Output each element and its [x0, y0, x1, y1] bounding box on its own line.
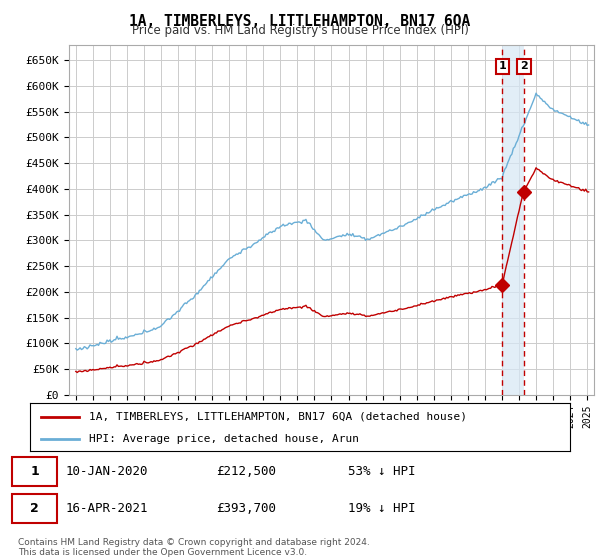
Text: 53% ↓ HPI: 53% ↓ HPI	[348, 465, 415, 478]
FancyBboxPatch shape	[12, 457, 57, 486]
Text: £393,700: £393,700	[216, 502, 276, 515]
Text: 10-JAN-2020: 10-JAN-2020	[66, 465, 149, 478]
Text: Contains HM Land Registry data © Crown copyright and database right 2024.
This d: Contains HM Land Registry data © Crown c…	[18, 538, 370, 557]
Text: 2: 2	[30, 502, 39, 515]
Text: 2: 2	[520, 62, 528, 72]
Text: 1A, TIMBERLEYS, LITTLEHAMPTON, BN17 6QA (detached house): 1A, TIMBERLEYS, LITTLEHAMPTON, BN17 6QA …	[89, 412, 467, 422]
Text: £212,500: £212,500	[216, 465, 276, 478]
Text: 1: 1	[499, 62, 506, 72]
Text: HPI: Average price, detached house, Arun: HPI: Average price, detached house, Arun	[89, 434, 359, 444]
Text: Price paid vs. HM Land Registry's House Price Index (HPI): Price paid vs. HM Land Registry's House …	[131, 24, 469, 37]
Text: 19% ↓ HPI: 19% ↓ HPI	[348, 502, 415, 515]
Text: 16-APR-2021: 16-APR-2021	[66, 502, 149, 515]
FancyBboxPatch shape	[12, 494, 57, 523]
Text: 1A, TIMBERLEYS, LITTLEHAMPTON, BN17 6QA: 1A, TIMBERLEYS, LITTLEHAMPTON, BN17 6QA	[130, 14, 470, 29]
Bar	[502, 45, 524, 395]
Text: 1: 1	[30, 465, 39, 478]
